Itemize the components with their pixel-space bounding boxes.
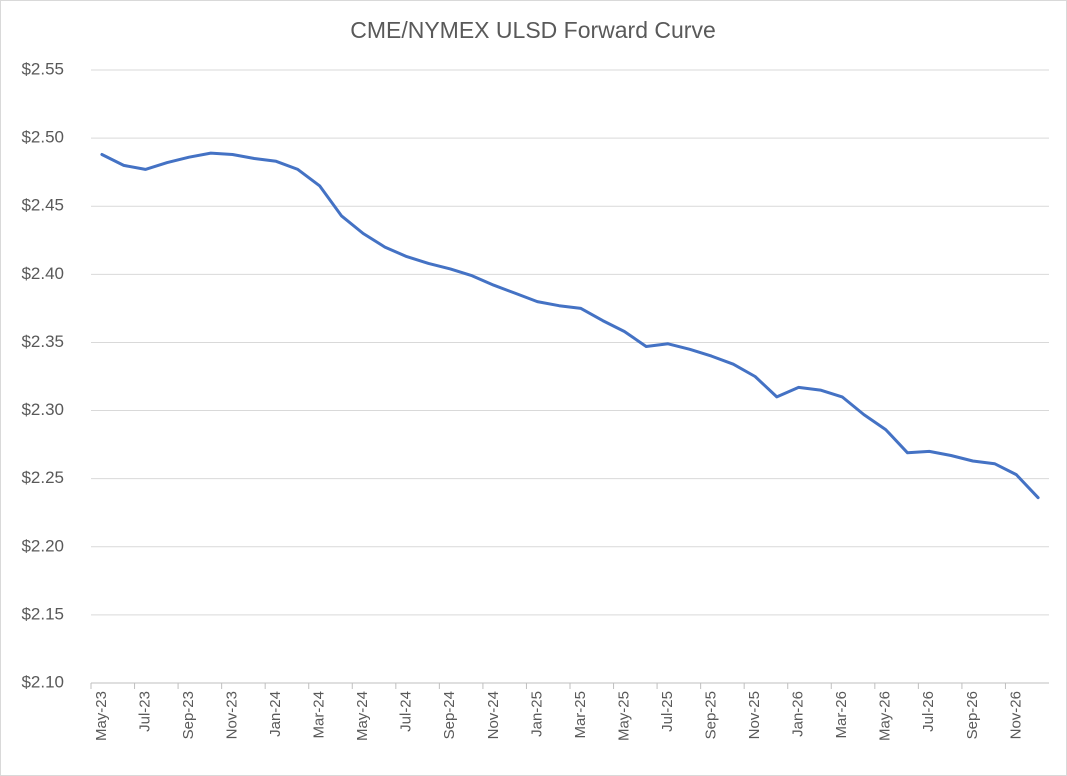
y-tick-label: $2.40 <box>21 264 64 283</box>
line-series <box>100 151 1040 500</box>
x-tick-label: Jul-26 <box>920 691 937 732</box>
y-tick-label: $2.30 <box>21 400 64 419</box>
x-tick-label: May-23 <box>93 691 110 741</box>
x-tick-label: Jan-25 <box>528 691 545 737</box>
x-tick-label: Nov-23 <box>223 691 240 739</box>
x-tick-label: Jan-26 <box>790 691 807 737</box>
x-tick-label: Mar-24 <box>311 691 328 739</box>
x-tick-label: Nov-25 <box>746 691 763 739</box>
x-tick-label: Jul-25 <box>659 691 676 732</box>
y-tick-label: $2.35 <box>21 332 64 351</box>
x-tick-label: Jul-24 <box>398 691 415 732</box>
chart-title: CME/NYMEX ULSD Forward Curve <box>350 17 716 43</box>
y-tick-label: $2.50 <box>21 128 64 147</box>
x-tick-label: Sep-23 <box>180 691 197 739</box>
x-tick-label: May-24 <box>354 691 371 741</box>
y-tick-label: $2.25 <box>21 468 64 487</box>
y-tick-label: $2.20 <box>21 536 64 555</box>
x-tick-label: Sep-26 <box>964 691 981 739</box>
y-tick-label: $2.10 <box>21 672 64 691</box>
x-tick-label: Jan-24 <box>267 691 284 737</box>
x-tick-label: May-25 <box>615 691 632 741</box>
y-tick-label: $2.45 <box>21 196 64 215</box>
y-tick-label: $2.55 <box>21 59 64 78</box>
x-tick-label: May-26 <box>877 691 894 741</box>
x-tick-label: Sep-24 <box>441 691 458 739</box>
x-tick-label: Sep-25 <box>702 691 719 739</box>
x-tick-label: Mar-26 <box>833 691 850 739</box>
y-tick-label: $2.15 <box>21 604 64 623</box>
x-tick-label: Mar-25 <box>572 691 589 739</box>
x-tick-label: Nov-26 <box>1007 691 1024 739</box>
x-tick-label: Jul-23 <box>136 691 153 732</box>
x-tick-label: Nov-24 <box>485 691 502 739</box>
